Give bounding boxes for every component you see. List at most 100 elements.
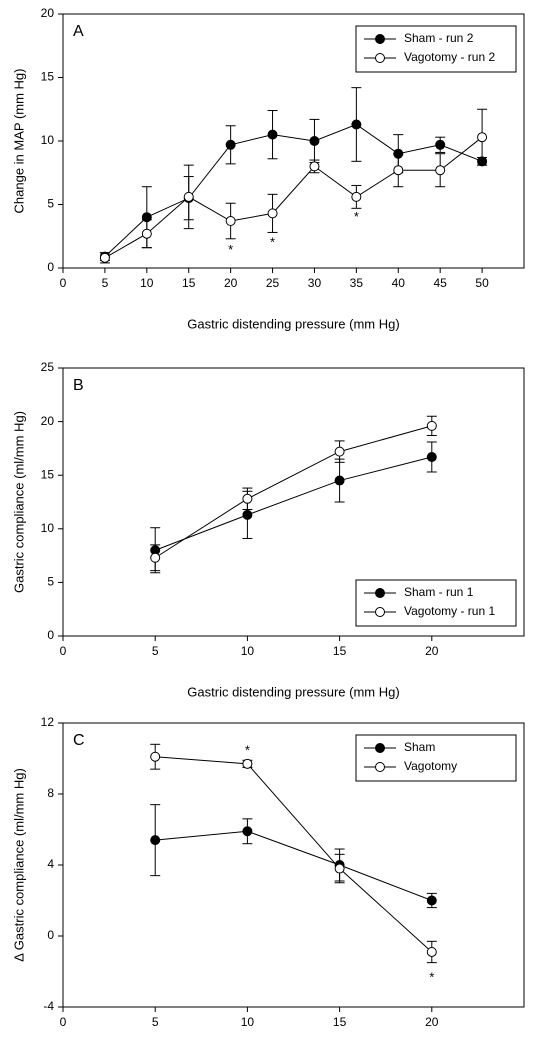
legend-marker xyxy=(375,53,385,63)
y-tick-label: 5 xyxy=(47,197,54,211)
data-point xyxy=(351,119,362,130)
x-tick-label: 50 xyxy=(475,276,489,290)
data-point xyxy=(242,493,253,504)
series-line xyxy=(155,830,432,901)
y-tick-label: 0 xyxy=(47,928,54,942)
data-point xyxy=(435,139,446,150)
x-axis-title: Gastric distending pressure (mm Hg) xyxy=(187,316,399,331)
x-tick-label: 10 xyxy=(140,276,154,290)
x-tick-label: 5 xyxy=(102,276,109,290)
series-line xyxy=(104,136,483,259)
y-tick-label: 10 xyxy=(41,133,55,147)
x-axis-title: Gastric distending pressure (mm Hg) xyxy=(187,684,399,699)
legend-label: Sham xyxy=(404,740,435,754)
x-tick-label: 10 xyxy=(241,1015,255,1029)
annotation: * xyxy=(429,969,434,984)
data-point xyxy=(225,216,236,227)
x-tick-label: 40 xyxy=(392,276,406,290)
y-axis-title: Δ Gastric compliance (ml/mm Hg) xyxy=(11,768,26,962)
series-line xyxy=(155,456,432,551)
x-tick-label: 20 xyxy=(224,276,238,290)
annotation: * xyxy=(354,209,359,224)
legend-box xyxy=(355,25,517,73)
legend-marker xyxy=(375,34,385,44)
legend-box xyxy=(355,734,517,782)
y-tick-label: 15 xyxy=(41,70,55,84)
x-tick-label: 45 xyxy=(434,276,448,290)
x-tick-label: 5 xyxy=(152,644,159,658)
data-point xyxy=(150,751,161,762)
legend-label: Sham - run 1 xyxy=(404,585,474,599)
y-tick-label: 0 xyxy=(47,628,54,642)
data-point xyxy=(426,420,437,431)
x-tick-label: 0 xyxy=(60,644,67,658)
data-point xyxy=(183,191,194,202)
data-point xyxy=(141,228,152,239)
y-tick-label: 8 xyxy=(47,786,54,800)
data-point xyxy=(267,208,278,219)
annotation: * xyxy=(270,234,275,249)
legend-label: Sham - run 2 xyxy=(404,31,474,45)
y-tick-label: 20 xyxy=(41,414,55,428)
data-point xyxy=(150,835,161,846)
x-tick-label: 20 xyxy=(425,1015,439,1029)
legend-marker xyxy=(375,607,385,617)
annotation: * xyxy=(228,242,233,257)
x-tick-label: 15 xyxy=(182,276,196,290)
data-point xyxy=(435,165,446,176)
series-line xyxy=(154,425,432,559)
legend-box xyxy=(355,579,517,627)
data-point xyxy=(309,161,320,172)
x-tick-label: 10 xyxy=(241,644,255,658)
x-tick-label: 5 xyxy=(152,1015,159,1029)
data-point xyxy=(393,165,404,176)
y-tick-label: 25 xyxy=(41,360,55,374)
y-tick-label: 4 xyxy=(47,857,54,871)
data-point xyxy=(242,826,253,837)
legend-marker xyxy=(375,743,385,753)
data-point xyxy=(426,451,437,462)
y-tick-label: 15 xyxy=(41,467,55,481)
y-tick-label: 10 xyxy=(41,521,55,535)
data-point xyxy=(309,136,320,146)
panel-label: C xyxy=(73,732,85,749)
y-tick-label: -4 xyxy=(43,999,54,1013)
legend-label: Vagotomy - run 1 xyxy=(404,604,495,618)
data-point xyxy=(267,129,278,140)
legend-marker xyxy=(375,762,385,772)
legend-label: Vagotomy - run 2 xyxy=(404,50,495,64)
x-tick-label: 15 xyxy=(333,1015,347,1029)
data-point xyxy=(242,758,253,769)
data-point xyxy=(225,139,236,150)
y-tick-label: 12 xyxy=(41,715,55,729)
data-point xyxy=(99,252,110,263)
series-line xyxy=(155,756,433,953)
annotation: * xyxy=(245,742,250,757)
plot-frame xyxy=(62,367,525,637)
data-point xyxy=(351,191,362,202)
x-tick-label: 35 xyxy=(350,276,364,290)
y-axis-title: Change in MAP (mm Hg) xyxy=(11,69,26,214)
data-point xyxy=(426,895,437,906)
x-tick-label: 20 xyxy=(425,644,439,658)
x-tick-label: 30 xyxy=(308,276,322,290)
y-tick-label: 0 xyxy=(47,260,54,274)
data-point xyxy=(242,509,253,520)
x-tick-label: 25 xyxy=(266,276,280,290)
data-point xyxy=(150,552,161,563)
legend-label: Vagotomy xyxy=(404,759,457,773)
series-line xyxy=(104,123,483,257)
data-point xyxy=(334,475,345,486)
panel-label: B xyxy=(73,377,84,394)
x-tick-label: 15 xyxy=(333,644,347,658)
y-axis-title: Gastric compliance (ml/mm Hg) xyxy=(11,411,26,593)
data-point xyxy=(426,946,437,957)
x-tick-label: 0 xyxy=(60,276,67,290)
data-point xyxy=(334,863,345,874)
legend-marker xyxy=(375,588,385,598)
panel-label: A xyxy=(73,23,84,40)
y-tick-label: 5 xyxy=(47,575,54,589)
data-point xyxy=(477,132,488,143)
data-point xyxy=(334,446,345,457)
